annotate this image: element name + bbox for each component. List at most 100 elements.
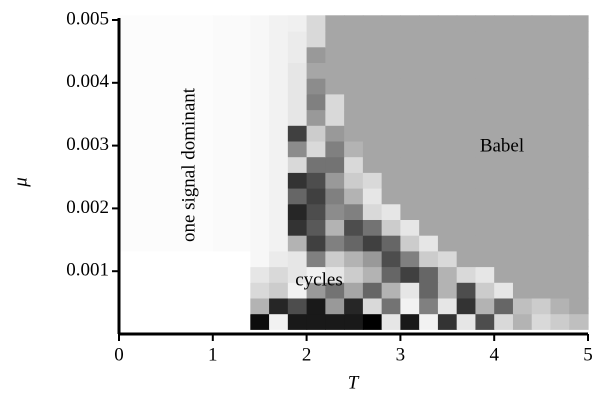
heatmap bbox=[119, 15, 589, 330]
heatmap-cell bbox=[512, 282, 533, 299]
heatmap-cell bbox=[212, 109, 233, 126]
heatmap-cell bbox=[362, 140, 383, 158]
heatmap-cell bbox=[212, 172, 233, 189]
heatmap-cell bbox=[119, 93, 139, 111]
heatmap-cell bbox=[175, 93, 195, 111]
heatmap-cell bbox=[381, 30, 401, 48]
heatmap-cell bbox=[250, 46, 270, 63]
heatmap-cell bbox=[194, 187, 214, 205]
heatmap-cell bbox=[362, 282, 383, 299]
heatmap-cell bbox=[437, 62, 458, 79]
y-tick-label: 0.004 bbox=[66, 71, 109, 92]
heatmap-cell bbox=[437, 140, 458, 158]
heatmap-cell bbox=[569, 93, 589, 111]
heatmap-cell bbox=[175, 250, 195, 268]
heatmap-cell bbox=[400, 219, 420, 236]
heatmap-cell bbox=[456, 266, 477, 283]
heatmap-cell bbox=[119, 172, 139, 189]
heatmap-cell bbox=[325, 30, 345, 48]
heatmap-cell bbox=[456, 93, 477, 111]
heatmap-cell bbox=[175, 62, 195, 79]
heatmap-cell bbox=[456, 219, 477, 236]
heatmap-cell bbox=[381, 78, 401, 95]
heatmap-cell bbox=[512, 187, 533, 205]
heatmap-cell bbox=[419, 46, 439, 63]
heatmap-cell bbox=[569, 156, 589, 173]
heatmap-cell bbox=[306, 172, 326, 189]
heatmap-cell bbox=[325, 93, 345, 111]
heatmap-cell bbox=[137, 109, 158, 126]
heatmap-cell bbox=[119, 203, 139, 220]
heatmap-cell bbox=[381, 140, 401, 158]
heatmap-cell bbox=[325, 250, 345, 268]
heatmap-cell bbox=[269, 187, 289, 205]
heatmap-cell bbox=[344, 78, 364, 95]
heatmap-cell bbox=[512, 46, 533, 63]
heatmap-cell bbox=[456, 282, 477, 299]
heatmap-cell bbox=[119, 62, 139, 79]
heatmap-cell bbox=[531, 62, 552, 79]
heatmap-cell bbox=[437, 93, 458, 111]
heatmap-cell bbox=[156, 15, 176, 32]
heatmap-cell bbox=[456, 62, 477, 79]
heatmap-cell bbox=[119, 266, 139, 283]
heatmap-cell bbox=[381, 250, 401, 268]
heatmap-cell bbox=[381, 266, 401, 283]
heatmap-cell bbox=[550, 140, 570, 158]
heatmap-cell bbox=[400, 172, 420, 189]
heatmap-cell bbox=[569, 30, 589, 48]
heatmap-cell bbox=[362, 250, 383, 268]
heatmap-cell bbox=[156, 203, 176, 220]
heatmap-cell bbox=[231, 172, 251, 189]
heatmap-cell bbox=[231, 30, 251, 48]
heatmap-cell bbox=[512, 109, 533, 126]
heatmap-cell bbox=[419, 156, 439, 173]
heatmap-cell bbox=[344, 15, 364, 32]
heatmap-cell bbox=[344, 172, 364, 189]
heatmap-cell bbox=[494, 235, 514, 252]
heatmap-cell bbox=[550, 62, 570, 79]
heatmap-cell bbox=[550, 172, 570, 189]
heatmap-cell bbox=[156, 30, 176, 48]
heatmap-cell bbox=[212, 156, 233, 173]
heatmap-cell bbox=[381, 235, 401, 252]
heatmap-cell bbox=[381, 172, 401, 189]
heatmap-cell bbox=[156, 313, 176, 330]
heatmap-cell bbox=[475, 266, 495, 283]
heatmap-cell bbox=[156, 46, 176, 63]
heatmap-cell bbox=[419, 93, 439, 111]
heatmap-cell bbox=[437, 203, 458, 220]
heatmap-cell bbox=[306, 109, 326, 126]
heatmap-cell bbox=[156, 93, 176, 111]
heatmap-cell bbox=[550, 219, 570, 236]
heatmap-cell bbox=[494, 219, 514, 236]
heatmap-cell bbox=[250, 172, 270, 189]
heatmap-cell bbox=[569, 187, 589, 205]
heatmap-cell bbox=[175, 156, 195, 173]
heatmap-cell bbox=[419, 125, 439, 142]
heatmap-cell bbox=[362, 93, 383, 111]
heatmap-cell bbox=[437, 313, 458, 330]
heatmap-cell bbox=[250, 187, 270, 205]
heatmap-cell bbox=[494, 15, 514, 32]
heatmap-cell bbox=[306, 187, 326, 205]
heatmap-cell bbox=[381, 109, 401, 126]
heatmap-cell bbox=[569, 203, 589, 220]
heatmap-cell bbox=[512, 250, 533, 268]
heatmap-cell bbox=[512, 140, 533, 158]
heatmap-cell bbox=[512, 203, 533, 220]
heatmap-cell bbox=[362, 78, 383, 95]
heatmap-cell bbox=[175, 313, 195, 330]
heatmap-cell bbox=[419, 235, 439, 252]
axes: 0 1 2 3 4 5 0.001 0.002 0.003 0.004 0.005 Tμ Babel on… bbox=[10, 8, 592, 393]
y-axis-label: μ bbox=[10, 177, 31, 188]
heatmap-cell bbox=[212, 125, 233, 142]
heatmap-cell bbox=[569, 219, 589, 236]
heatmap-cell bbox=[287, 62, 308, 79]
heatmap-cell bbox=[550, 235, 570, 252]
heatmap-cell bbox=[156, 156, 176, 173]
heatmap-cell bbox=[362, 109, 383, 126]
heatmap-cell bbox=[531, 15, 552, 32]
heatmap-cell bbox=[475, 93, 495, 111]
heatmap-cell bbox=[306, 250, 326, 268]
